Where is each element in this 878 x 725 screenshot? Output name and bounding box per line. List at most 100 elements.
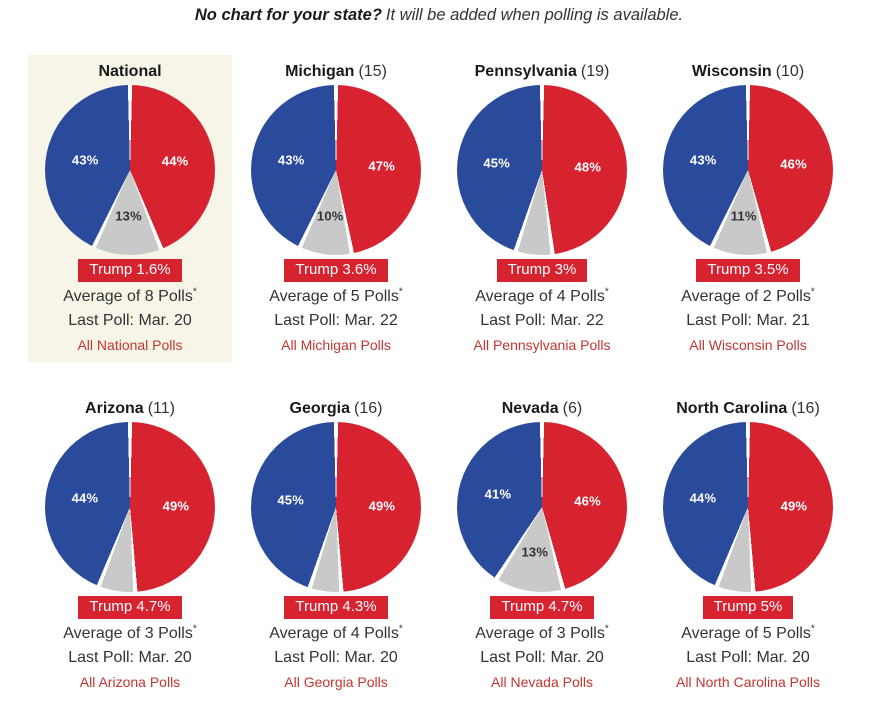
state-name: National (98, 63, 162, 80)
state-name: Michigan (285, 63, 355, 80)
pie-chart-pennsylvania: 48% 45% (457, 85, 627, 255)
average-polls-label: Average of 2 Polls (681, 288, 811, 305)
average-polls-text: Average of 5 Polls* (681, 623, 814, 644)
average-polls-label: Average of 3 Polls (63, 625, 193, 642)
polling-charts-page: { "header": { "question": "No chart for … (0, 6, 878, 725)
electoral-vote-count: (19) (580, 63, 610, 80)
average-polls-text: Average of 5 Polls* (269, 286, 402, 307)
page-header: No chart for your state? It will be added… (0, 6, 878, 25)
footnote-asterisk: * (810, 623, 815, 635)
trump-lead-badge: Trump 5% (702, 596, 794, 619)
average-polls-label: Average of 4 Polls (475, 288, 605, 305)
pie-chart-wisconsin: 46% 11% 43% (663, 85, 833, 255)
last-poll-text: Last Poll: Mar. 21 (686, 312, 810, 329)
all-polls-link[interactable]: All Arizona Polls (79, 674, 181, 690)
pie-chart-north-carolina: 49% 44% (663, 422, 833, 592)
average-polls-label: Average of 5 Polls (681, 625, 811, 642)
electoral-vote-count: (6) (562, 400, 583, 417)
state-title: Pennsylvania (19) (475, 61, 610, 82)
state-title: Michigan (15) (285, 61, 387, 82)
last-poll-text: Last Poll: Mar. 22 (274, 312, 398, 329)
state-title: Nevada (6) (502, 398, 582, 419)
all-polls-link[interactable]: All Georgia Polls (284, 674, 388, 690)
state-name: Wisconsin (691, 63, 772, 80)
pie-chart-michigan: 47% 10% 43% (251, 85, 421, 255)
pie-slice-label: 41% (484, 486, 512, 502)
last-poll-text: Last Poll: Mar. 20 (274, 649, 398, 666)
electoral-vote-count: (16) (354, 400, 383, 417)
pie-slice-label: 13% (521, 544, 549, 560)
state-title: Georgia (16) (290, 398, 383, 419)
trump-lead-badge: Trump 3.5% (696, 259, 800, 282)
electoral-vote-count: (16) (791, 400, 820, 417)
state-card-pennsylvania: Pennsylvania (19) 48% 45% Trump 3% Average… (440, 55, 644, 362)
pie-slice-label: 49% (780, 498, 808, 514)
pie-slice-label: 11% (730, 208, 757, 224)
state-title: Wisconsin (10) (692, 61, 804, 82)
trump-lead-badge: Trump 3% (496, 259, 588, 282)
state-name: North Carolina (676, 400, 788, 417)
state-card-wisconsin: Wisconsin (10) 46% 11% 43% Trump 3.5% Avera… (646, 55, 850, 362)
footnote-asterisk: * (604, 623, 609, 635)
all-polls-link[interactable]: All Nevada Polls (491, 674, 593, 690)
state-card-georgia: Georgia (16) 49% 45% Trump 4.3% Average of… (234, 392, 438, 699)
pie-slice-label: 44% (71, 490, 99, 506)
average-polls-text: Average of 8 Polls* (63, 286, 196, 307)
all-polls-link[interactable]: All Pennsylvania Polls (473, 337, 611, 353)
state-name: Pennsylvania (474, 63, 577, 80)
footnote-asterisk: * (398, 286, 403, 298)
average-polls-label: Average of 4 Polls (269, 625, 399, 642)
trump-lead-badge: Trump 4.7% (78, 596, 182, 619)
footnote-asterisk: * (810, 286, 815, 298)
pie-chart-georgia: 49% 45% (251, 422, 421, 592)
average-polls-label: Average of 5 Polls (269, 288, 399, 305)
header-answer: It will be added when polling is availab… (385, 6, 684, 24)
electoral-vote-count: (11) (147, 400, 175, 417)
state-card-north-carolina: North Carolina (16) 49% 44% Trump 5% Avera… (646, 392, 850, 699)
state-title: Arizona (11) (85, 398, 175, 419)
pie-slice-label: 45% (483, 155, 510, 171)
average-polls-text: Average of 3 Polls* (63, 623, 196, 644)
header-question: No chart for your state? (194, 6, 382, 24)
pie-slice-label: 49% (162, 498, 190, 514)
pie-chart-nevada: 46% 13% 41% (457, 422, 627, 592)
pie-slice-label: 44% (689, 490, 717, 506)
last-poll-text: Last Poll: Mar. 20 (686, 649, 810, 666)
state-name: Georgia (289, 400, 350, 417)
pie-slice-label: 49% (368, 498, 396, 514)
pie-chart-arizona: 49% 44% (45, 422, 215, 592)
footnote-asterisk: * (192, 623, 197, 635)
last-poll-text: Last Poll: Mar. 20 (480, 649, 604, 666)
pie-slice-label: 10% (316, 208, 344, 224)
pie-slice-label: 46% (574, 493, 601, 509)
state-charts-grid: National 44% 13% 43% Trump 1.6% Average of… (28, 55, 850, 699)
state-card-nevada: Nevada (6) 46% 13% 41% Trump 4.7% Average o… (440, 392, 644, 699)
pie-slice-label: 45% (277, 492, 304, 508)
state-title: National (98, 61, 161, 82)
all-polls-link[interactable]: All North Carolina Polls (676, 674, 820, 690)
pie-chart-national: 44% 13% 43% (45, 85, 215, 255)
trump-lead-badge: Trump 3.6% (284, 259, 388, 282)
footnote-asterisk: * (398, 623, 403, 635)
pie-slice-label: 43% (277, 152, 305, 168)
state-name: Arizona (85, 400, 144, 417)
state-card-michigan: Michigan (15) 47% 10% 43% Trump 3.6% Averag… (234, 55, 438, 362)
electoral-vote-count: (15) (358, 63, 387, 80)
all-polls-link[interactable]: All Wisconsin Polls (689, 337, 807, 353)
all-polls-link[interactable]: All National Polls (77, 337, 183, 353)
footnote-asterisk: * (604, 286, 609, 298)
all-polls-link[interactable]: All Michigan Polls (281, 337, 391, 353)
pie-slice-label: 46% (780, 156, 807, 172)
state-card-national: National 44% 13% 43% Trump 1.6% Average of… (28, 55, 232, 362)
footnote-asterisk: * (192, 286, 197, 298)
pie-slice-label: 43% (689, 152, 717, 168)
average-polls-text: Average of 4 Polls* (269, 623, 402, 644)
average-polls-label: Average of 3 Polls (475, 625, 605, 642)
average-polls-text: Average of 2 Polls* (681, 286, 814, 307)
pie-slice-label: 48% (574, 159, 602, 175)
pie-slice-label: 43% (71, 152, 99, 168)
average-polls-text: Average of 4 Polls* (475, 286, 608, 307)
state-name: Nevada (501, 400, 559, 417)
last-poll-text: Last Poll: Mar. 20 (68, 649, 192, 666)
trump-lead-badge: Trump 1.6% (78, 259, 182, 282)
